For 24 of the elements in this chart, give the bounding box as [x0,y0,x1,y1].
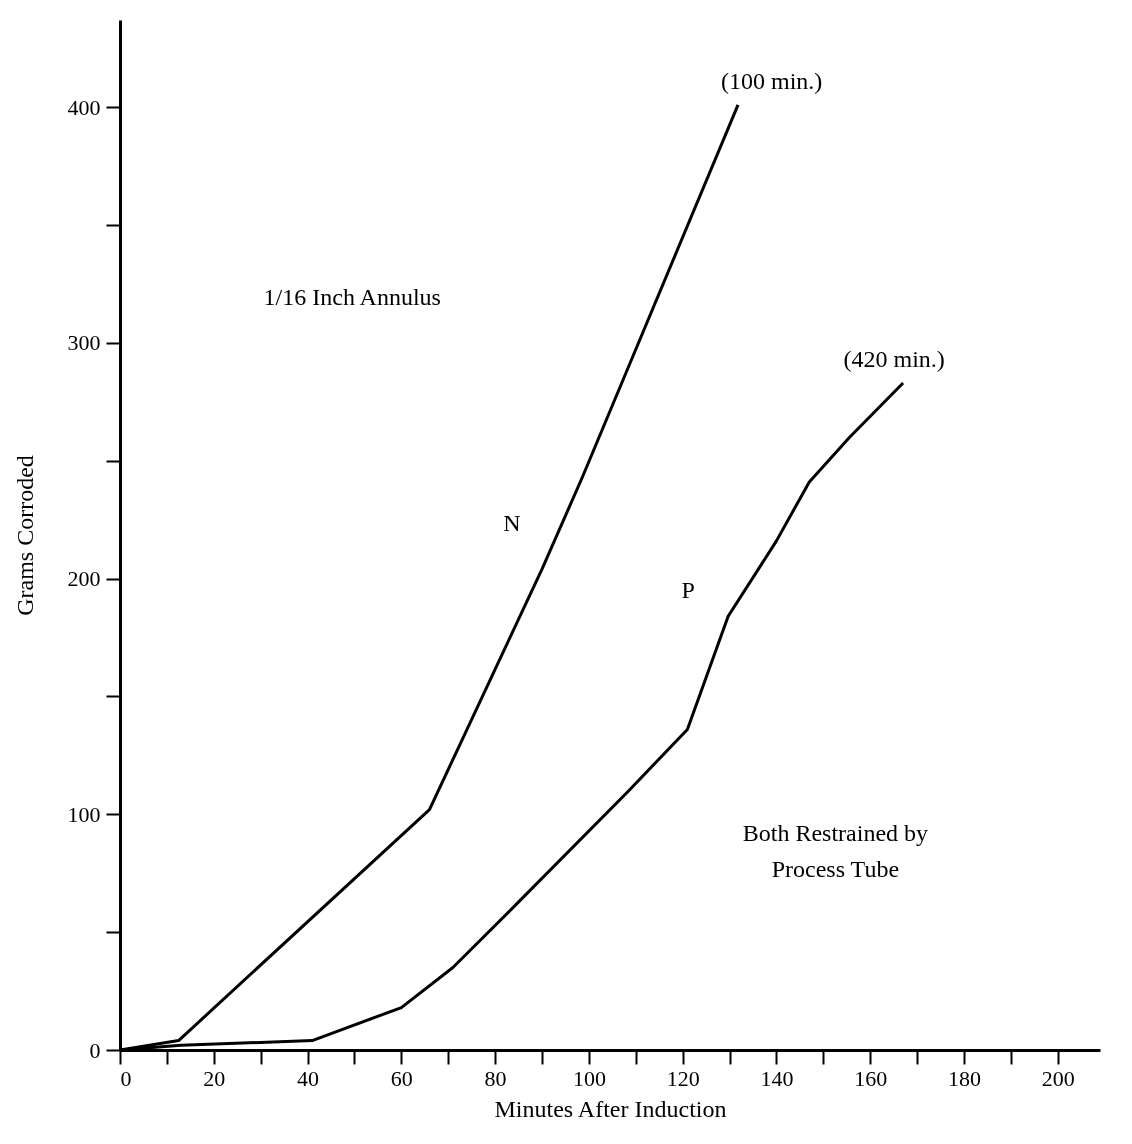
y-tick-label: 200 [67,566,101,592]
annotation: Both Restrained by Process Tube [742,819,929,882]
y-tick-label: 0 [89,1037,101,1063]
x-tick-label: 200 [1041,1065,1075,1091]
x-tick-label: 80 [484,1065,507,1091]
annotation: (420 min.) [843,345,945,372]
x-tick-label: 140 [760,1065,794,1091]
x-tick-label: 40 [297,1065,320,1091]
x-tick-label: 60 [390,1065,413,1091]
annotation: (100 min.) [721,67,823,94]
x-tick-label: 20 [203,1065,226,1091]
y-tick-label: 300 [67,330,101,356]
series-label: N [503,510,521,537]
y-tick-label: 100 [67,801,101,827]
y-axis-title: Grams Corroded [11,455,38,616]
y-tick-label: 400 [67,94,101,120]
x-tick-label: 180 [948,1065,982,1091]
series-label: P [681,577,695,604]
annotation: 1/16 Inch Annulus [263,284,441,311]
x-tick-label: 0 [120,1065,132,1091]
x-axis-title: Minutes After Induction [494,1095,727,1122]
x-tick-label: 100 [572,1065,606,1091]
x-tick-label: 120 [666,1065,700,1091]
x-tick-label: 160 [854,1065,888,1091]
